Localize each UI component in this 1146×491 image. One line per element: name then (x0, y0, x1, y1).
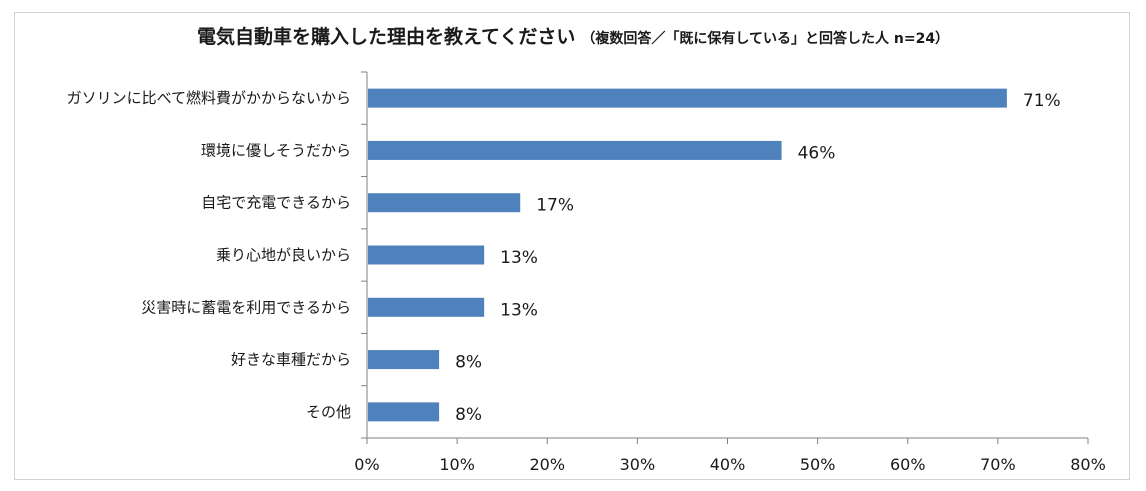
bar (368, 88, 1007, 108)
bar (368, 350, 440, 370)
x-tick-label: 30% (620, 455, 656, 474)
category-label: その他 (306, 403, 351, 421)
x-tick-label: 10% (439, 455, 475, 474)
x-tick-label: 0% (354, 455, 379, 474)
category-label: ガソリンに比べて燃料費がかからないから (67, 89, 351, 107)
data-label: 71% (1023, 91, 1061, 111)
bar (368, 245, 485, 265)
bar (368, 193, 521, 213)
x-tick-label: 70% (980, 455, 1016, 474)
data-label: 17% (536, 196, 574, 216)
chart-title-row: 電気自動車を購入した理由を教えてください （複数回答／「既に保有している」と回答し… (0, 22, 1146, 49)
x-tick-label: 40% (710, 455, 746, 474)
x-tick-label: 60% (890, 455, 926, 474)
data-label: 8% (455, 405, 482, 425)
bar (368, 297, 485, 317)
data-label: 13% (500, 300, 538, 320)
data-label: 46% (798, 143, 836, 163)
category-label: 乗り心地が良いから (216, 246, 351, 264)
chart-title: 電気自動車を購入した理由を教えてください (196, 26, 576, 48)
x-tick-label: 50% (800, 455, 836, 474)
chart-subtitle: （複数回答／「既に保有している」と回答した人 n=24） (581, 31, 950, 47)
category-label: 自宅で充電できるから (201, 194, 351, 212)
bar (368, 140, 782, 160)
category-label: 災害時に蓄電を利用できるから (141, 298, 351, 316)
data-label: 8% (455, 353, 482, 373)
bar (368, 402, 440, 422)
x-tick-label: 20% (529, 455, 565, 474)
data-label: 13% (500, 248, 538, 268)
x-tick-label: 80% (1070, 455, 1106, 474)
category-label: 好きな車種だから (231, 351, 351, 369)
category-label: 環境に優しそうだから (201, 141, 351, 159)
